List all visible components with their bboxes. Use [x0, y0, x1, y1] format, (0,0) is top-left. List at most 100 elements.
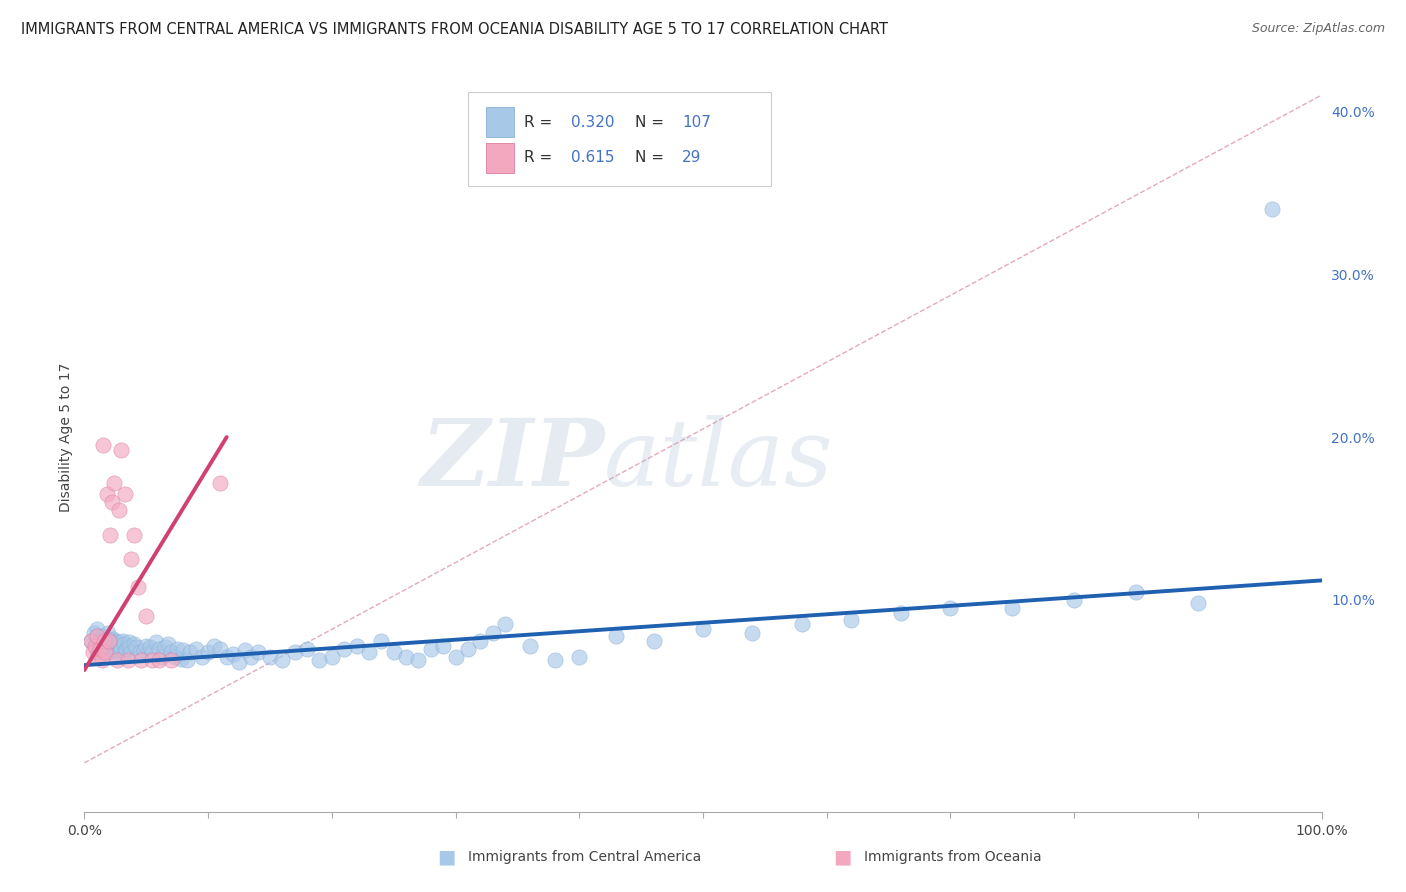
Point [90, 629, 112, 643]
Point [117, 639, 139, 653]
Point [105, 645, 128, 659]
Point [202, 639, 225, 653]
Point [741, 625, 763, 640]
Point [890, 606, 912, 620]
Point [333, 641, 356, 656]
Point [1063, 593, 1085, 607]
Point [209, 475, 232, 490]
Point [98, 528, 121, 542]
Text: ZIP: ZIP [420, 415, 605, 505]
Point [308, 653, 330, 667]
Point [157, 637, 180, 651]
Point [110, 640, 132, 655]
Point [98, 639, 121, 653]
Point [82, 645, 104, 659]
Point [105, 653, 128, 667]
Y-axis label: Disability Age 5 to 17: Disability Age 5 to 17 [59, 362, 73, 512]
Point [1187, 596, 1209, 610]
Bar [486, 107, 513, 137]
Point [419, 641, 441, 656]
Point [117, 653, 139, 667]
Point [98, 635, 121, 649]
Point [122, 528, 145, 542]
Point [395, 650, 418, 665]
Point [87, 650, 110, 665]
Point [93, 633, 115, 648]
Point [176, 653, 198, 667]
Text: ■: ■ [834, 847, 852, 866]
Point [101, 632, 124, 646]
Point [112, 637, 135, 651]
Point [543, 653, 565, 667]
Point [114, 487, 136, 501]
Point [444, 650, 467, 665]
Point [170, 651, 193, 665]
Point [100, 645, 122, 659]
Point [148, 653, 170, 667]
FancyBboxPatch shape [468, 93, 770, 186]
Point [79, 633, 101, 648]
Point [86, 645, 108, 659]
Point [166, 641, 188, 656]
Point [605, 629, 627, 643]
Point [939, 601, 962, 615]
Point [125, 640, 148, 655]
Point [408, 653, 430, 667]
Point [103, 475, 125, 490]
Point [135, 639, 157, 653]
Point [150, 650, 173, 665]
Text: atlas: atlas [605, 415, 834, 505]
Point [103, 637, 125, 651]
Point [519, 639, 541, 653]
Point [1001, 601, 1024, 615]
Point [94, 645, 117, 659]
Point [129, 653, 152, 667]
Point [93, 633, 115, 648]
Point [222, 647, 245, 661]
Point [127, 580, 149, 594]
Point [98, 632, 121, 646]
Point [132, 643, 155, 657]
Point [141, 653, 163, 667]
Point [86, 641, 108, 656]
Point [100, 495, 122, 509]
Point [96, 487, 118, 501]
Point [97, 625, 120, 640]
Point [86, 639, 108, 653]
Point [108, 503, 131, 517]
Text: N =: N = [636, 150, 669, 165]
Point [91, 637, 114, 651]
Point [179, 645, 201, 659]
Point [321, 650, 343, 665]
Point [98, 633, 121, 648]
Point [135, 609, 157, 624]
Point [120, 552, 142, 566]
Point [357, 645, 380, 659]
Point [91, 643, 114, 657]
Bar [486, 143, 513, 172]
Text: Immigrants from Oceania: Immigrants from Oceania [863, 850, 1042, 863]
Text: Immigrants from Central America: Immigrants from Central America [468, 850, 702, 863]
Point [115, 641, 138, 656]
Text: Source: ZipAtlas.com: Source: ZipAtlas.com [1251, 22, 1385, 36]
Point [83, 625, 105, 640]
Point [346, 639, 368, 653]
Point [93, 640, 115, 655]
Point [494, 617, 516, 632]
Point [692, 622, 714, 636]
Point [370, 633, 392, 648]
Point [86, 629, 108, 643]
Point [160, 653, 183, 667]
Point [841, 613, 863, 627]
Point [86, 622, 108, 636]
Text: 107: 107 [682, 115, 711, 130]
Point [790, 617, 813, 632]
Point [90, 653, 112, 667]
Point [432, 639, 454, 653]
Point [107, 639, 129, 653]
Text: R =: R = [523, 150, 557, 165]
Point [120, 645, 142, 659]
Point [481, 625, 503, 640]
Point [91, 631, 114, 645]
Point [1125, 584, 1147, 599]
